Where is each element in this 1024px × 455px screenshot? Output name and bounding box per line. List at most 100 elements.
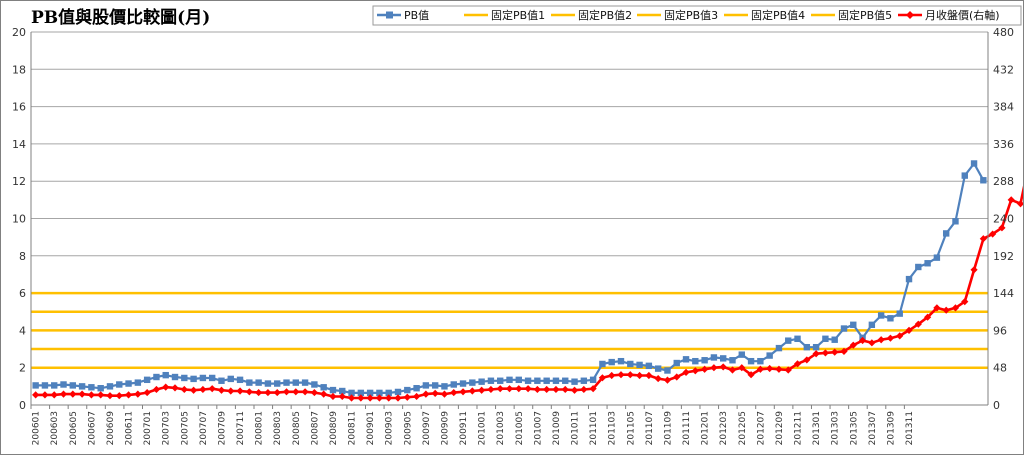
x-tick-label: 201111 <box>682 411 692 445</box>
pb-point <box>915 263 922 271</box>
pb-point <box>274 380 281 387</box>
price-point <box>849 341 857 349</box>
price-point <box>115 392 123 400</box>
price-point <box>459 388 467 396</box>
pb-point <box>766 352 773 359</box>
y-left-tick-label: 2 <box>19 362 26 375</box>
pb-point <box>524 377 532 384</box>
legend-box <box>372 5 1022 26</box>
pb-point <box>738 351 745 358</box>
x-tick-label: 201211 <box>794 411 804 445</box>
pb-point <box>887 315 894 322</box>
price-point <box>747 371 755 379</box>
y-left-tick-label: 4 <box>19 324 26 337</box>
pb-point <box>116 381 123 388</box>
price-point <box>896 332 904 340</box>
pb-point <box>961 172 968 179</box>
pb-point <box>580 377 588 384</box>
x-tick-label: 201307 <box>868 411 878 445</box>
price-point <box>487 385 495 394</box>
pb-point <box>301 379 309 386</box>
x-tick-label: 201203 <box>719 411 729 445</box>
pb-point <box>459 380 467 387</box>
x-tick-label: 201003 <box>496 411 506 445</box>
price-point <box>561 385 569 394</box>
y-left-tick-label: 20 <box>12 26 26 39</box>
pb-point <box>69 382 77 389</box>
x-tick-label: 200801 <box>255 411 265 445</box>
price-point <box>979 235 987 243</box>
x-tick-label: 200703 <box>162 411 172 445</box>
pb-point <box>181 374 188 382</box>
x-tick-label: 201311 <box>905 411 915 445</box>
price-point <box>50 391 58 399</box>
price-point <box>552 385 560 394</box>
pb-point <box>143 376 151 384</box>
pb-point <box>803 343 811 351</box>
x-tick-label: 201305 <box>849 411 859 445</box>
x-tick-label: 201309 <box>886 411 896 446</box>
x-tick-label: 201301 <box>812 411 822 445</box>
price-point <box>598 374 607 382</box>
pb-point <box>32 382 39 389</box>
x-tick-label: 201303 <box>831 411 841 445</box>
price-point <box>831 348 839 356</box>
price-point <box>292 388 300 396</box>
price-point <box>236 387 244 395</box>
pb-point <box>431 382 439 389</box>
x-tick-label: 200803 <box>273 411 283 445</box>
price-point <box>626 371 634 379</box>
x-tick-label: 200611 <box>125 411 135 445</box>
x-tick-label: 201011 <box>571 411 581 445</box>
pb-point <box>311 381 318 388</box>
price-point <box>868 339 876 347</box>
legend-label-3: 固定PB值3 <box>664 8 718 22</box>
x-tick-label: 200907 <box>422 411 432 445</box>
price-point <box>41 391 49 399</box>
pb-point <box>636 361 643 369</box>
x-tick-label: 200605 <box>69 411 79 445</box>
pb-point <box>208 374 216 382</box>
price-point <box>719 363 727 371</box>
x-tick-label: 200901 <box>366 411 376 445</box>
price-point <box>570 386 579 394</box>
x-tick-label: 200609 <box>106 411 116 446</box>
pb-point <box>51 382 58 389</box>
pb-point <box>589 376 597 384</box>
y-left-tick-label: 10 <box>12 213 26 226</box>
pb-point <box>125 380 132 387</box>
price-point <box>821 349 830 357</box>
x-tick-label: 200701 <box>143 411 153 445</box>
pb-point <box>534 377 541 384</box>
price-point <box>97 391 105 399</box>
price-point <box>227 387 235 395</box>
x-tick-label: 200705 <box>180 411 190 445</box>
x-tick-label: 200909 <box>440 411 450 446</box>
legend-label-2: 固定PB值2 <box>578 8 632 22</box>
pb-point <box>394 388 402 396</box>
y-left-tick-label: 12 <box>12 175 26 188</box>
pb-point <box>97 385 104 392</box>
legend-label-6: 月收盤價(右軸) <box>925 8 1000 22</box>
price-point <box>347 394 356 402</box>
pb-point <box>840 325 848 332</box>
pb-point <box>571 378 578 385</box>
x-tick-label: 201101 <box>589 411 599 445</box>
pb-point <box>543 377 550 384</box>
price-point <box>812 350 820 358</box>
pb-point <box>682 356 690 363</box>
y-left-tick-label: 0 <box>19 399 26 412</box>
x-tick-label: 200711 <box>236 411 246 445</box>
x-tick-label: 200707 <box>199 411 209 445</box>
pb-point <box>822 335 829 342</box>
pb-point <box>292 379 300 386</box>
price-point <box>320 390 328 398</box>
x-tick-label: 201209 <box>775 411 785 446</box>
x-tick-label: 200603 <box>50 411 60 445</box>
pb-point <box>469 379 476 386</box>
x-tick-label: 201009 <box>552 411 562 446</box>
pb-point <box>599 360 606 368</box>
pb-point <box>952 218 959 225</box>
y-left-tick-label: 6 <box>19 287 26 300</box>
